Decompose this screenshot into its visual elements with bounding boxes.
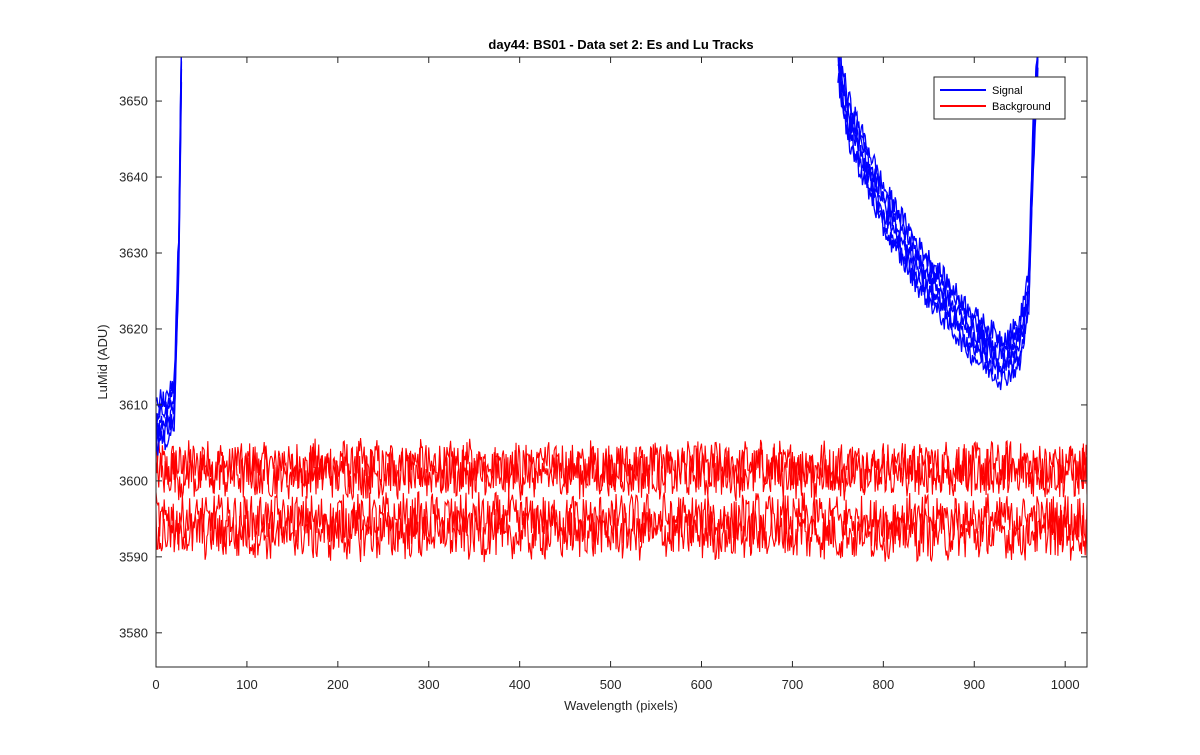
y-tick-label: 3630 bbox=[119, 245, 148, 260]
series-background-line bbox=[156, 491, 1087, 547]
x-tick-label: 900 bbox=[963, 677, 985, 692]
x-tick-label: 300 bbox=[418, 677, 440, 692]
series-signal-line bbox=[156, 57, 182, 409]
series-background-line bbox=[156, 506, 1087, 563]
y-axis-label: LuMid (ADU) bbox=[95, 324, 110, 399]
x-axis-label: Wavelength (pixels) bbox=[564, 698, 678, 713]
y-tick-label: 3650 bbox=[119, 94, 148, 109]
x-tick-label: 400 bbox=[509, 677, 531, 692]
y-tick-label: 3610 bbox=[119, 397, 148, 412]
x-tick-label: 700 bbox=[782, 677, 804, 692]
legend-label-signal: Signal bbox=[992, 85, 1023, 97]
y-tick-label: 3640 bbox=[119, 170, 148, 185]
x-tick-label: 800 bbox=[872, 677, 894, 692]
y-tick-label: 3580 bbox=[119, 625, 148, 640]
legend-box bbox=[933, 76, 1066, 120]
plot-box bbox=[155, 56, 1088, 668]
y-tick-label: 3620 bbox=[119, 321, 148, 336]
x-tick-label: 0 bbox=[152, 677, 159, 692]
x-tick-label: 500 bbox=[600, 677, 622, 692]
y-tick-label: 3600 bbox=[119, 473, 148, 488]
x-tick-label: 200 bbox=[327, 677, 349, 692]
x-tick-label: 1000 bbox=[1051, 677, 1080, 692]
series-signal-line bbox=[839, 57, 1039, 363]
x-tick-label: 600 bbox=[691, 677, 713, 692]
legend-label-background: Background bbox=[992, 101, 1051, 113]
chart-title: day44: BS01 - Data set 2: Es and Lu Trac… bbox=[488, 37, 753, 52]
series-signal-line bbox=[840, 57, 1038, 347]
legend: Signal Background bbox=[933, 76, 1066, 120]
series-background-line bbox=[156, 445, 1087, 502]
y-tick-label: 3590 bbox=[119, 549, 148, 564]
x-tick-label: 100 bbox=[236, 677, 258, 692]
